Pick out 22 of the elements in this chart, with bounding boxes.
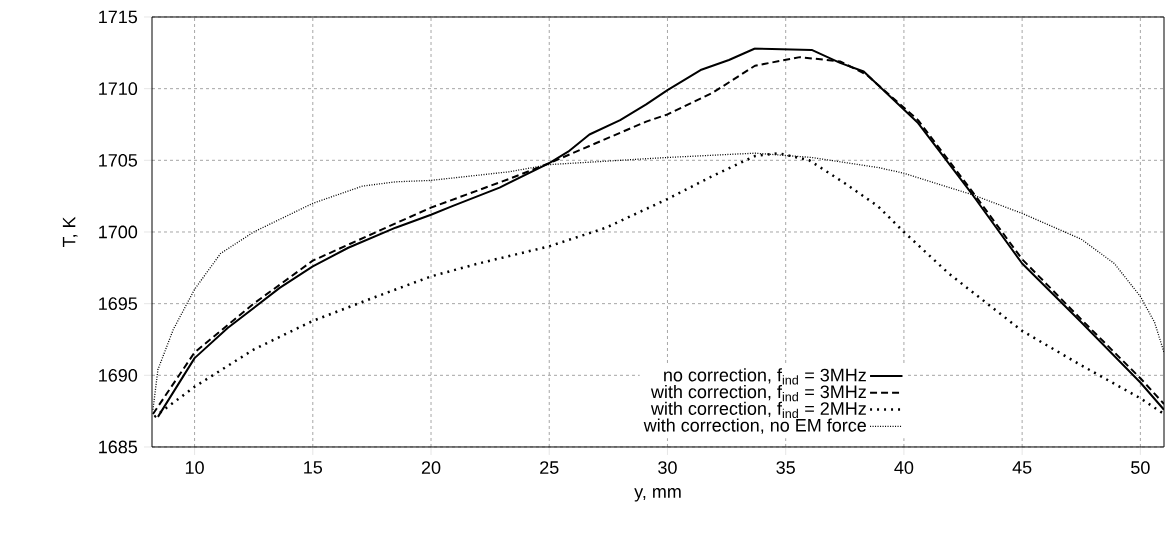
y-tick-label: 1705 xyxy=(99,153,138,167)
x-tick-label: 35 xyxy=(776,461,795,474)
x-tick-label: 20 xyxy=(421,461,441,474)
y-tick-label: 1695 xyxy=(99,297,138,311)
x-tick-label: 45 xyxy=(1012,461,1032,474)
legend-label: with correction, no EM force xyxy=(643,418,866,434)
x-tick-label: 50 xyxy=(1131,461,1150,474)
x-tick-label: 15 xyxy=(304,461,323,474)
x-tick-label: 10 xyxy=(185,461,204,474)
x-axis-title: y, mm xyxy=(634,488,681,502)
y-tick-label: 1690 xyxy=(99,368,138,382)
x-tick-label: 40 xyxy=(894,461,914,474)
y-tick-label: 1715 xyxy=(99,10,138,24)
y-axis-title: T, K xyxy=(62,216,78,248)
y-tick-label: 1700 xyxy=(99,225,138,239)
legend-label: with correction, f$_{ind}$ = 2MHz xyxy=(650,401,866,419)
legend-label: no correction, f$_{ind}$ = 3MHz xyxy=(664,368,866,385)
legend-label: with correction, f$_{ind}$ = 3MHz xyxy=(650,384,866,402)
x-tick-label: 25 xyxy=(540,461,559,474)
y-tick-label: 1710 xyxy=(99,82,138,96)
x-tick-label: 30 xyxy=(658,461,677,474)
y-tick-label: 1685 xyxy=(99,440,138,454)
